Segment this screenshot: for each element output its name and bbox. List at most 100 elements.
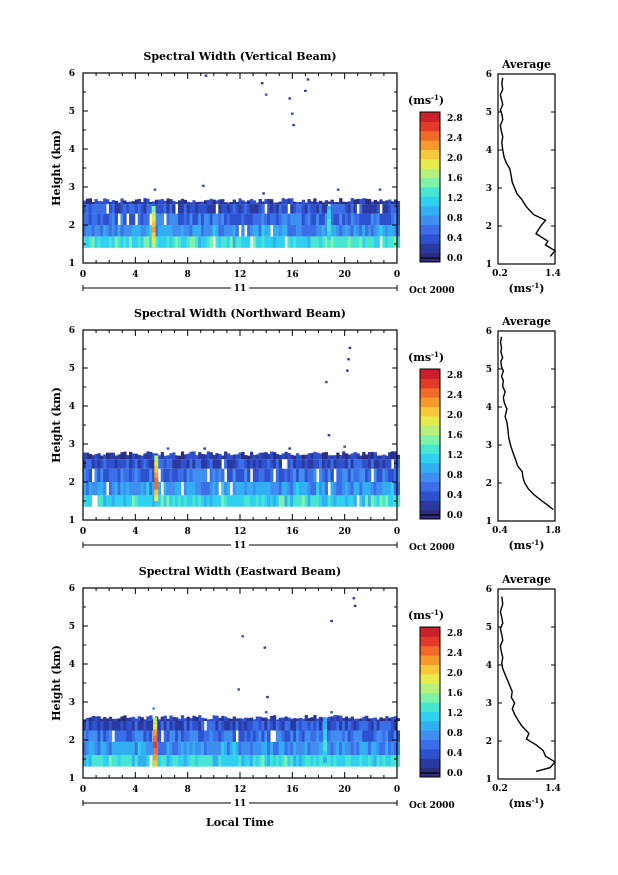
heatmap-cell: [370, 236, 375, 248]
heatmap-isolated-cell: [288, 97, 292, 100]
heatmap-cell: [94, 236, 98, 248]
heatmap-cell: [270, 204, 274, 214]
heatmap-cell: [367, 755, 372, 767]
unit-superscript: -1: [532, 281, 540, 290]
heatmap-cell: [226, 718, 231, 721]
heatmap-cell: [278, 459, 283, 469]
heatmap-cell: [298, 755, 303, 767]
heatmap-cell: [134, 718, 139, 721]
heatmap-cell: [103, 213, 107, 225]
heatmap-cell: [143, 459, 147, 469]
heatmap-cell: [301, 204, 306, 214]
heatmap-cell: [111, 204, 116, 214]
heatmap-cell: [129, 225, 133, 237]
heatmap-cell: [321, 236, 326, 248]
heatmap-cell: [126, 202, 130, 205]
heatmap-cell: [293, 495, 297, 507]
heatmap-cell: [126, 730, 130, 742]
heatmap-cell: [356, 453, 360, 460]
heatmap-cell: [301, 741, 306, 756]
heatmap-cell: [284, 451, 288, 460]
heatmap-cell: [367, 718, 372, 721]
heatmap-cell: [396, 741, 401, 756]
heatmap-cell: [160, 452, 164, 460]
heatmap-cell: [83, 213, 87, 225]
heatmap-cell: [336, 459, 340, 469]
heatmap-cell: [347, 213, 352, 225]
y-tick-label: 2: [69, 736, 75, 746]
heatmap-cell: [287, 468, 291, 482]
heatmap-cell: [134, 453, 139, 460]
heatmap-cell: [163, 730, 167, 742]
heatmap-cell: [134, 721, 139, 731]
heatmap-cell: [376, 204, 380, 214]
heatmap-cell: [100, 741, 104, 756]
heatmap-cell: [206, 482, 211, 496]
heatmap-isolated-cell: [306, 78, 310, 81]
heatmap-cell: [284, 199, 288, 205]
heatmap-cell: [160, 495, 164, 507]
colorbar-segment: [420, 158, 440, 169]
colorbar-segment: [420, 472, 440, 483]
heatmap-cell: [275, 459, 280, 469]
heatmap-cell: [134, 204, 139, 214]
heatmap-cell: [221, 468, 225, 482]
heatmap-cell: [195, 495, 199, 507]
heatmap-cell: [226, 202, 231, 205]
heatmap-cell: [388, 204, 392, 214]
heatmap-cell: [252, 454, 257, 460]
colorbar-unit: (ms-1): [408, 93, 444, 107]
heatmap-cell: [390, 201, 395, 205]
heatmap-cell: [103, 198, 107, 205]
heatmap-cell: [313, 204, 317, 214]
heatmap-cell: [218, 453, 222, 460]
heatmap-cell: [218, 199, 222, 205]
heatmap-cell: [172, 200, 176, 205]
heatmap-cell: [175, 468, 179, 482]
heatmap-cell: [123, 755, 127, 767]
heatmap-spike-cell: [323, 717, 327, 723]
heatmap-cell: [226, 225, 231, 237]
heatmap-cell: [192, 459, 196, 469]
heatmap-cell: [218, 236, 222, 248]
heatmap-cell: [382, 741, 386, 756]
heatmap-cell: [313, 213, 317, 225]
heatmap-cell: [85, 495, 90, 507]
heatmap-cell: [134, 741, 139, 756]
heatmap-cell: [232, 482, 236, 496]
heatmap-cell: [241, 482, 245, 496]
heatmap-cell: [195, 755, 199, 767]
heatmap-cell: [261, 755, 265, 767]
heatmap-cell: [94, 721, 98, 731]
day-label: 11: [234, 284, 247, 294]
heatmap-cell: [232, 741, 236, 756]
average-y-tick-label: 4: [486, 403, 492, 413]
heatmap-cell: [206, 225, 211, 237]
x-tick-label: 12: [234, 527, 247, 537]
heatmap-cell: [261, 495, 265, 507]
heatmap-spike-cell: [151, 237, 156, 243]
heatmap-cell: [143, 495, 147, 507]
heatmap-cell: [206, 459, 211, 469]
heatmap-cell: [229, 225, 234, 237]
heatmap-cell: [106, 718, 110, 721]
average-x-tick-label: 0.4: [492, 526, 508, 536]
heatmap-cell: [293, 755, 297, 767]
heatmap-cell: [103, 730, 107, 742]
heatmap-cell: [97, 716, 101, 721]
heatmap-cell: [177, 200, 182, 205]
heatmap-cell: [221, 741, 225, 756]
heatmap-cell: [85, 236, 90, 248]
heatmap-cell: [301, 199, 306, 205]
heatmap-cells: [83, 74, 401, 248]
heatmap-cell: [238, 204, 242, 214]
heatmap-cell: [163, 715, 167, 721]
heatmap-cell: [281, 482, 285, 496]
colorbar-segment: [420, 720, 440, 731]
heatmap-isolated-cell: [325, 380, 328, 384]
colorbar-tick-label: 2.8: [447, 629, 463, 639]
heatmap-cell: [186, 721, 190, 731]
heatmap-cell: [169, 741, 173, 756]
heatmap-cell: [97, 225, 101, 237]
heatmap-cell: [393, 451, 398, 460]
